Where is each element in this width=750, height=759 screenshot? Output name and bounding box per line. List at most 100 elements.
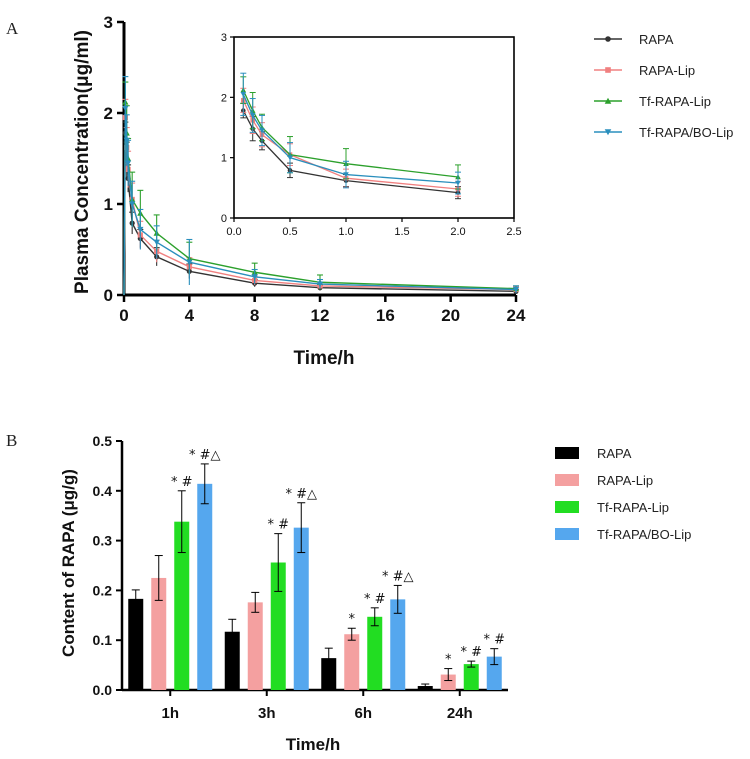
chart-a-legend: RAPA RAPA-Lip Tf-RAPA-Lip Tf-RAPA/BO-Lip <box>594 32 733 140</box>
series-tf-rapa-bo-lip <box>122 76 520 296</box>
significance-label: * <box>445 653 452 668</box>
chart-b-ylabel: Content of RAPA (μg/g) <box>59 469 78 657</box>
y-tick-label: 0.4 <box>93 483 113 499</box>
y-tick-label: 1 <box>104 195 113 214</box>
y-tick-label: 2 <box>104 104 113 123</box>
legend-label: Tf-RAPA-Lip <box>639 94 711 109</box>
inset-x-tick-label: 2.0 <box>450 226 465 238</box>
inset-series-line <box>242 110 459 194</box>
data-point <box>137 226 144 233</box>
inset-data-point <box>240 92 247 98</box>
legend-item-rapa-lip: RAPA-Lip <box>594 63 695 78</box>
legend-item-tf-rapa-bo-lip: Tf-RAPA/BO-Lip <box>594 125 733 140</box>
inset-x-tick-label: 0.0 <box>226 226 241 238</box>
legend-marker <box>605 67 611 73</box>
legend-item-tf-rapa-lip: Tf-RAPA-Lip <box>594 94 711 109</box>
x-tick-label: 3h <box>258 705 276 722</box>
bar <box>440 674 456 690</box>
bar <box>344 634 360 690</box>
x-tick-label: 24 <box>507 306 526 325</box>
inset-y-tick-label: 1 <box>221 153 227 165</box>
x-tick-label: 8 <box>250 306 259 325</box>
inset-x-tick-label: 1.5 <box>394 226 409 238</box>
data-point <box>186 259 193 266</box>
significance-label: * # <box>171 475 193 490</box>
legend-label: Tf-RAPA-Lip <box>597 500 669 515</box>
y-tick-label: 0 <box>104 286 113 305</box>
legend-item-rapa: RAPA <box>555 446 632 461</box>
significance-label: * # <box>267 518 289 533</box>
inset-x-tick-label: 0.5 <box>282 226 297 238</box>
x-tick-label: 1h <box>161 705 179 722</box>
bar <box>224 631 240 690</box>
legend-label: RAPA-Lip <box>597 473 653 488</box>
bar <box>463 664 479 690</box>
significance-label: * <box>349 612 356 627</box>
group-1h: 1h * # * #△ <box>128 448 221 722</box>
legend-label: Tf-RAPA/BO-Lip <box>597 527 691 542</box>
inset-series-tf-rapa-bo-lip <box>240 72 461 195</box>
y-tick-label: 0.5 <box>93 433 113 449</box>
legend-swatch <box>555 501 579 513</box>
bar <box>128 598 144 690</box>
legend-item-rapa-lip: RAPA-Lip <box>555 473 653 488</box>
significance-label: * # <box>460 645 482 660</box>
legend-label: RAPA <box>597 446 632 461</box>
legend-swatch <box>555 474 579 486</box>
legend-swatch <box>555 447 579 459</box>
chart-b-xlabel: Time/h <box>286 735 340 754</box>
data-point <box>124 160 132 167</box>
x-tick-label: 4 <box>185 306 195 325</box>
legend-swatch <box>555 528 579 540</box>
chart-b-legend: RAPA RAPA-Lip Tf-RAPA-Lip Tf-RAPA/BO-Lip <box>555 446 691 542</box>
inset-series-line <box>242 89 459 178</box>
significance-label: * #△ <box>189 448 221 463</box>
inset-x-tick-label: 1.0 <box>338 226 353 238</box>
panel-a-label: A <box>6 19 19 38</box>
bar <box>293 527 309 690</box>
bar <box>174 521 190 690</box>
bar <box>390 599 406 690</box>
y-tick-label: 3 <box>104 13 113 32</box>
bar <box>197 483 213 690</box>
inset-data-point <box>455 180 461 186</box>
inset-data-point <box>343 172 349 178</box>
group-6h: 6h * * # * #△ <box>321 569 414 722</box>
data-point <box>251 274 258 280</box>
inset-data-point <box>287 155 293 161</box>
inset-series-line <box>242 94 459 184</box>
legend-item-rapa: RAPA <box>594 32 674 47</box>
chart-a-ylabel: Plasma Concentration(μg/ml) <box>72 30 93 294</box>
y-tick-label: 0.2 <box>93 582 113 598</box>
group-24h: 24h * * #* # <box>417 633 505 722</box>
inset-frame <box>233 36 515 219</box>
x-tick-label: 0 <box>119 306 128 325</box>
panel-b-label: B <box>6 431 17 450</box>
inset-y-tick-label: 0 <box>221 213 227 225</box>
x-tick-label: 12 <box>311 306 330 325</box>
y-tick-label: 0.0 <box>93 682 113 698</box>
legend-label: RAPA-Lip <box>639 63 695 78</box>
legend-item-tf-rapa-bo-lip: Tf-RAPA/BO-Lip <box>555 527 691 542</box>
data-point <box>316 281 324 288</box>
legend-label: Tf-RAPA/BO-Lip <box>639 125 733 140</box>
group-3h: 3h * # * #△ <box>224 487 317 722</box>
inset-y-tick-label: 2 <box>221 92 227 104</box>
legend-item-tf-rapa-lip: Tf-RAPA-Lip <box>555 500 669 515</box>
chart-a-xlabel: Time/h <box>294 348 355 369</box>
bar <box>151 577 167 690</box>
inset-y-tick-label: 3 <box>221 32 227 44</box>
y-tick-label: 0.1 <box>93 632 113 648</box>
data-point <box>129 201 136 208</box>
data-point <box>153 239 160 246</box>
legend-marker <box>604 129 612 136</box>
significance-label: * # <box>364 592 386 607</box>
bar <box>367 616 383 690</box>
data-point <box>512 286 520 293</box>
data-point <box>122 105 129 112</box>
bar <box>270 562 286 690</box>
significance-label: * #△ <box>382 569 414 584</box>
significance-label: * #△ <box>285 487 317 502</box>
inset-data-point <box>259 128 265 134</box>
